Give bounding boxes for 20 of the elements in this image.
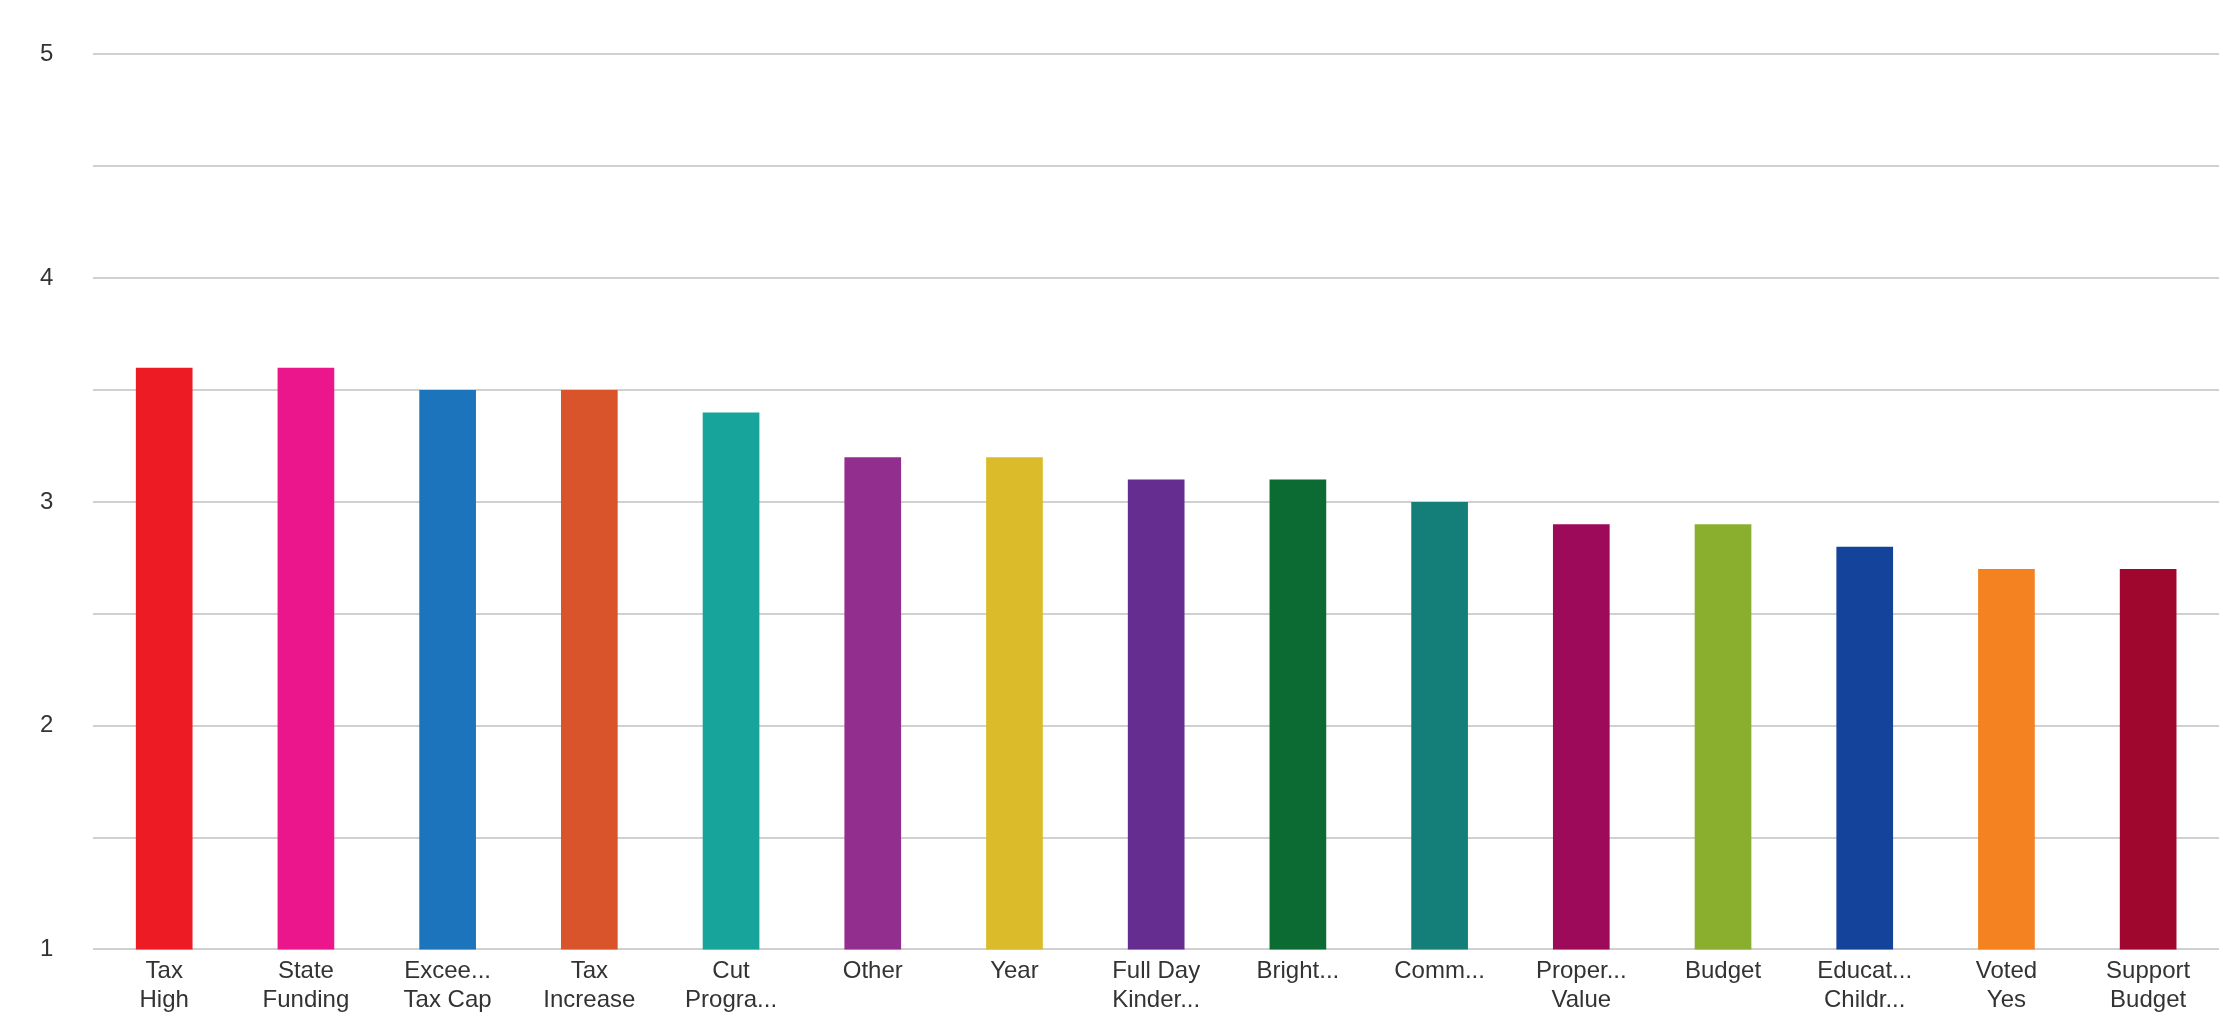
x-tick-label: Other bbox=[842, 956, 903, 984]
x-tick-label: Comm... bbox=[1394, 956, 1485, 984]
x-tick-label: Excee... Tax Cap bbox=[403, 956, 492, 1013]
x-tick-label: Bright... bbox=[1256, 956, 1340, 984]
x-tick-label: Budget bbox=[1684, 956, 1762, 984]
x-tick-label: Full Day Kinder... bbox=[1112, 956, 1201, 1013]
y-tick-label: 2 bbox=[39, 710, 54, 738]
y-tick-label: 3 bbox=[39, 486, 54, 514]
y-tick-label: 5 bbox=[39, 39, 54, 67]
x-tick-label: Voted Yes bbox=[1975, 956, 2038, 1013]
y-tick-label: 1 bbox=[39, 934, 54, 962]
x-tick-label: Cut Progra... bbox=[685, 956, 778, 1013]
x-tick-label: Educat... Childr... bbox=[1817, 956, 1913, 1013]
x-tick-label: Year bbox=[990, 956, 1039, 984]
x-tick-label: Tax High bbox=[139, 956, 189, 1013]
x-tick-label: Tax Increase bbox=[543, 956, 636, 1013]
x-tick-label: Proper... Value bbox=[1535, 956, 1627, 1013]
x-tick-label: State Funding bbox=[262, 956, 350, 1013]
y-tick-label: 4 bbox=[39, 262, 54, 290]
x-tick-label: Support Budget bbox=[2106, 956, 2191, 1013]
